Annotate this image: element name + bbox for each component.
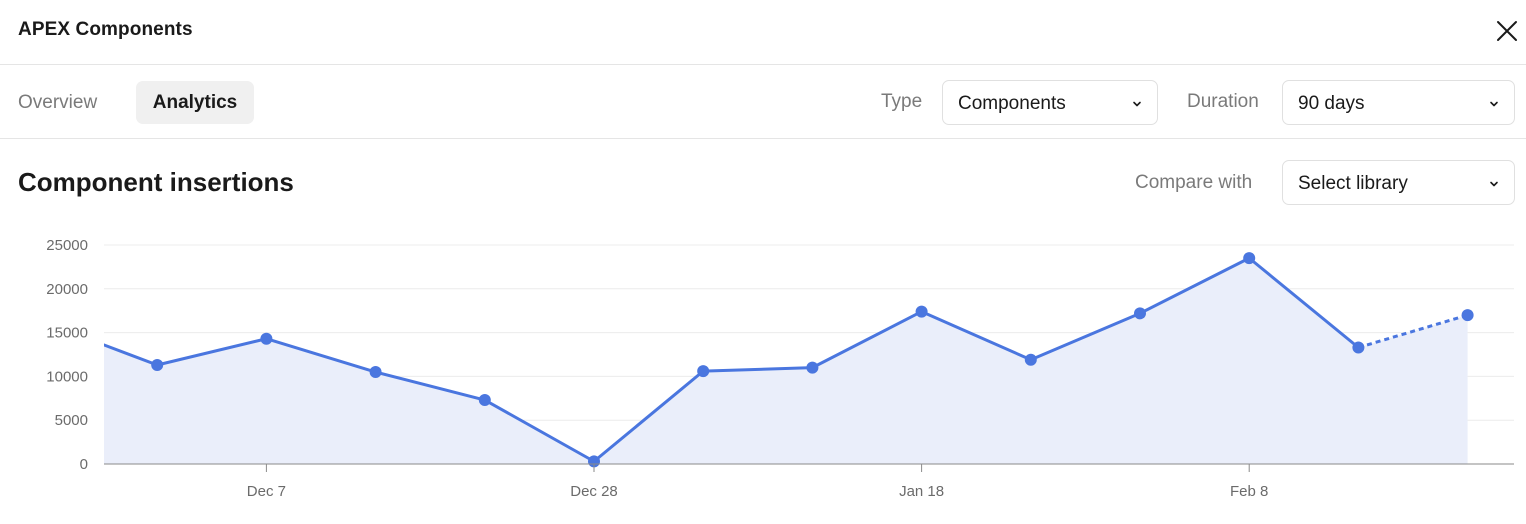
tab-overview[interactable]: Overview (18, 92, 98, 113)
data-point (1134, 307, 1146, 320)
y-tick-label: 15000 (46, 325, 88, 342)
type-label: Type (881, 91, 923, 112)
chevron-down-icon (1133, 101, 1141, 107)
x-tick-label: Jan 18 (899, 483, 944, 500)
y-tick-label: 5000 (55, 412, 88, 429)
y-tick-label: 0 (80, 456, 88, 473)
compare-library-select[interactable]: Select library (1282, 160, 1515, 205)
close-button[interactable] (1494, 18, 1520, 44)
duration-select[interactable]: 90 days (1282, 80, 1515, 125)
type-select-value: Components (958, 93, 1066, 114)
data-point (1461, 309, 1474, 322)
y-tick-label: 25000 (46, 237, 88, 254)
series-area (104, 258, 1468, 464)
close-icon (1497, 21, 1517, 41)
series-line-projected (1357, 313, 1469, 349)
data-point (478, 394, 491, 407)
data-point (1024, 353, 1037, 366)
data-point (806, 361, 819, 374)
app-title: APEX Components (18, 19, 193, 40)
data-point (260, 332, 273, 345)
window-header: APEX Components (0, 0, 1526, 65)
data-point (151, 359, 164, 372)
tab-analytics[interactable]: Analytics (136, 81, 254, 124)
x-tick-label: Dec 7 (247, 483, 286, 500)
type-select[interactable]: Components (942, 80, 1158, 125)
compare-label: Compare with (1135, 172, 1253, 193)
y-tick-label: 20000 (46, 281, 88, 298)
data-point (1352, 341, 1365, 354)
data-point (1243, 252, 1256, 265)
data-point (915, 305, 928, 318)
x-tick-label: Dec 28 (570, 483, 618, 500)
compare-select-value: Select library (1298, 173, 1408, 194)
data-point (369, 366, 382, 379)
data-point (697, 365, 710, 378)
duration-select-value: 90 days (1298, 93, 1365, 114)
chevron-down-icon (1490, 101, 1498, 107)
chart-title: Component insertions (18, 167, 294, 197)
x-tick-label: Feb 8 (1230, 483, 1268, 500)
toolbar: Overview Analytics Type Components Durat… (0, 66, 1526, 139)
y-tick-label: 10000 (46, 368, 88, 385)
plot-area (104, 252, 1474, 468)
duration-label: Duration (1187, 91, 1259, 112)
chevron-down-icon (1490, 181, 1498, 187)
